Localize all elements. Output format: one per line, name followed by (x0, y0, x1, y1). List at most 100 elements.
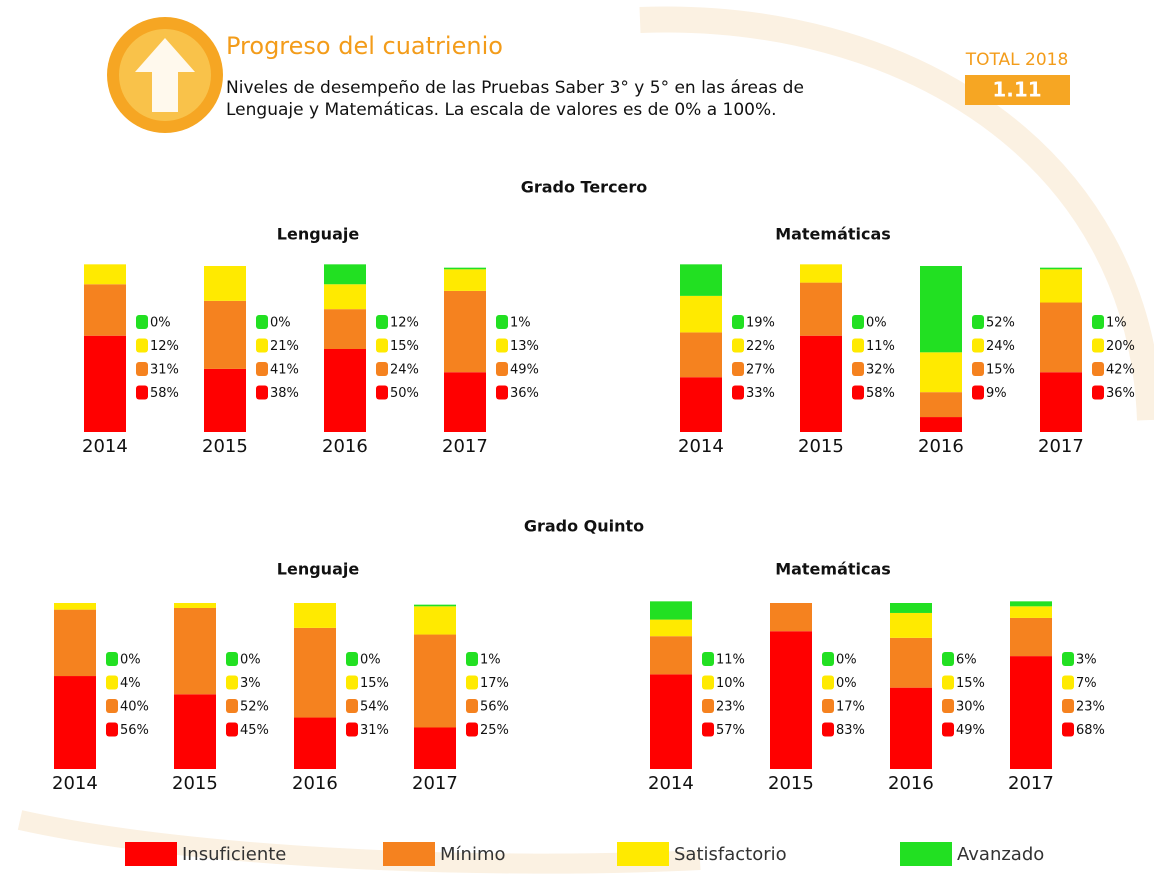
year-label: 2015 (798, 436, 844, 457)
legend-swatch (383, 842, 435, 866)
value-label: 9% (986, 386, 1007, 401)
label-swatch (972, 315, 984, 329)
chart-title: Matemáticas (775, 225, 891, 244)
label-swatch (1062, 676, 1074, 690)
label-swatch (942, 676, 954, 690)
bar-segment (444, 268, 486, 270)
bar-segment (920, 352, 962, 392)
label-swatch (732, 339, 744, 353)
bar-segment (204, 369, 246, 432)
legend-swatch (125, 842, 177, 866)
label-swatch (732, 362, 744, 376)
year-label: 2014 (82, 436, 128, 457)
year-label: 2017 (442, 436, 488, 457)
bar-segment (920, 417, 962, 432)
label-swatch (822, 723, 834, 737)
section-title: Grado Tercero (521, 178, 648, 197)
value-label: 1% (480, 653, 501, 668)
value-label: 54% (360, 700, 389, 715)
value-label: 0% (270, 316, 291, 331)
bar-segment (294, 718, 336, 769)
label-swatch (702, 676, 714, 690)
value-label: 17% (480, 676, 509, 691)
value-label: 4% (120, 676, 141, 691)
label-swatch (226, 652, 238, 666)
bar-segment (414, 635, 456, 728)
year-label: 2014 (648, 773, 694, 794)
label-swatch (376, 386, 388, 400)
bar-segment (324, 349, 366, 432)
label-swatch (376, 362, 388, 376)
bar-segment (294, 603, 336, 628)
legend-swatch (617, 842, 669, 866)
value-label: 20% (1106, 339, 1135, 354)
value-label: 40% (120, 700, 149, 715)
value-label: 49% (510, 363, 539, 378)
chart-title: Lenguaje (277, 225, 360, 244)
label-swatch (376, 315, 388, 329)
total-value: 1.11 (992, 78, 1041, 102)
label-swatch (466, 676, 478, 690)
label-swatch (822, 652, 834, 666)
label-swatch (852, 386, 864, 400)
value-label: 21% (270, 339, 299, 354)
year-label: 2016 (888, 773, 934, 794)
label-swatch (346, 699, 358, 713)
label-swatch (1092, 362, 1104, 376)
legend-label: Avanzado (957, 844, 1044, 865)
value-label: 38% (270, 386, 299, 401)
bar-segment (920, 266, 962, 352)
bar-segment (54, 676, 96, 769)
value-label: 15% (986, 363, 1015, 378)
value-label: 52% (240, 700, 269, 715)
subtitle-line: Lenguaje y Matemáticas. La escala de val… (226, 100, 777, 120)
title: Progreso del cuatrienio (226, 32, 503, 60)
bar-segment (84, 284, 126, 335)
year-label: 2015 (768, 773, 814, 794)
label-swatch (256, 315, 268, 329)
value-label: 68% (1076, 723, 1105, 738)
value-label: 31% (360, 723, 389, 738)
bar-segment (680, 296, 722, 333)
bar-segment (680, 332, 722, 377)
bar-segment (1040, 372, 1082, 432)
label-swatch (136, 339, 148, 353)
legend-label: Satisfactorio (674, 844, 787, 865)
label-swatch (346, 676, 358, 690)
chart-title: Lenguaje (277, 560, 360, 579)
label-swatch (942, 699, 954, 713)
bar-segment (84, 264, 126, 284)
value-label: 27% (746, 363, 775, 378)
legend-swatch (900, 842, 952, 866)
label-swatch (106, 676, 118, 690)
value-label: 25% (480, 723, 509, 738)
year-label: 2017 (1008, 773, 1054, 794)
background-swirl (20, 820, 700, 864)
label-swatch (346, 652, 358, 666)
value-label: 17% (836, 700, 865, 715)
bar-segment (680, 377, 722, 432)
value-label: 7% (1076, 676, 1097, 691)
bar-segment (1010, 606, 1052, 618)
label-swatch (732, 315, 744, 329)
bar-segment (414, 605, 456, 607)
label-swatch (466, 723, 478, 737)
bar-segment (84, 336, 126, 432)
label-swatch (822, 699, 834, 713)
bar-segment (890, 688, 932, 769)
label-swatch (1092, 386, 1104, 400)
label-swatch (1062, 723, 1074, 737)
label-swatch (852, 339, 864, 353)
bar-segment (1010, 656, 1052, 769)
value-label: 30% (956, 700, 985, 715)
label-swatch (466, 652, 478, 666)
label-swatch (106, 699, 118, 713)
value-label: 15% (390, 339, 419, 354)
value-label: 1% (1106, 316, 1127, 331)
bar-segment (890, 613, 932, 638)
year-label: 2014 (52, 773, 98, 794)
label-swatch (972, 386, 984, 400)
year-label: 2016 (322, 436, 368, 457)
value-label: 1% (510, 316, 531, 331)
year-label: 2015 (172, 773, 218, 794)
